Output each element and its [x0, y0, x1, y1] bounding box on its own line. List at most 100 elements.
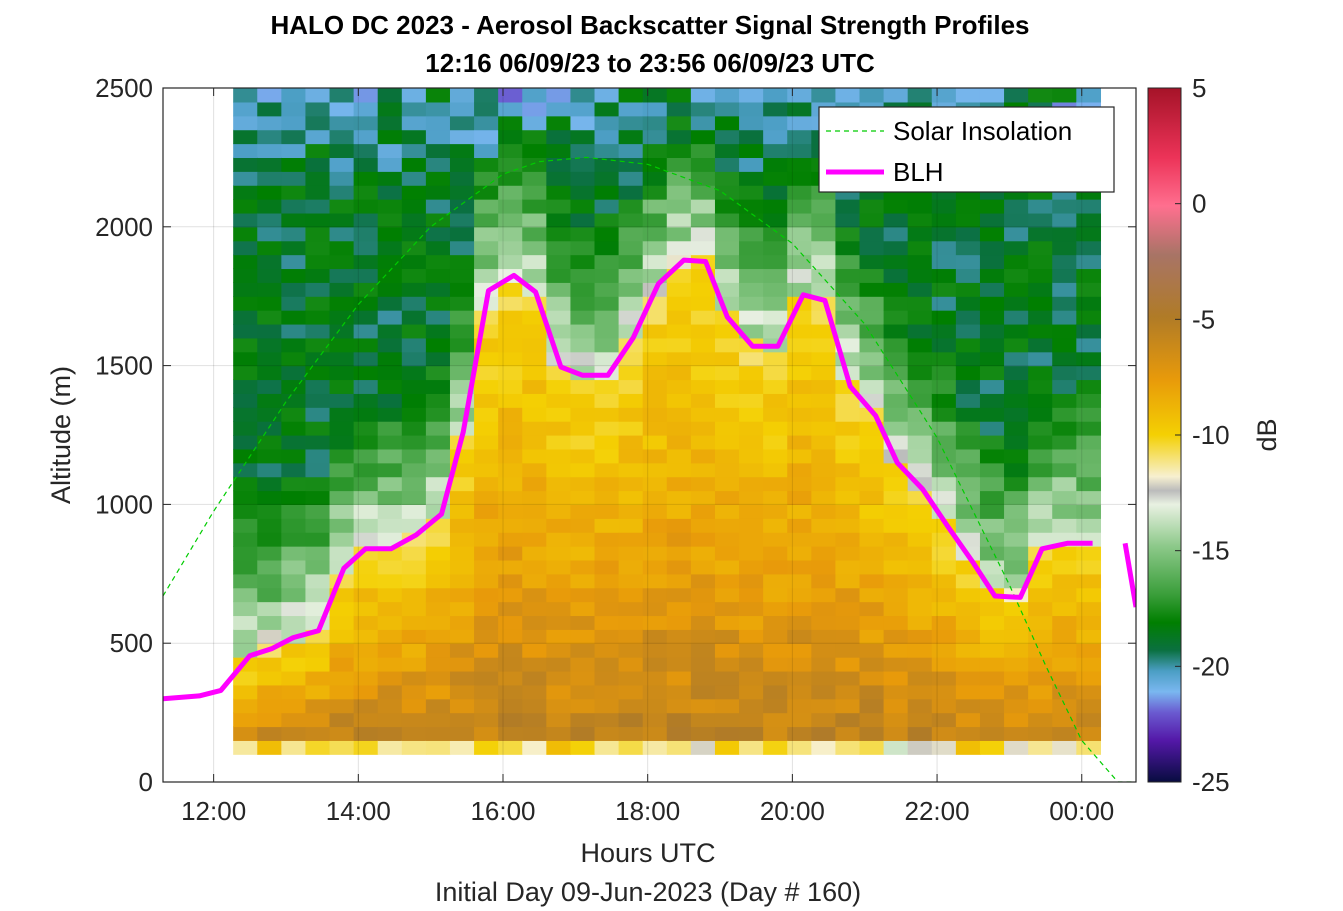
- heatmap-cell: [425, 712, 451, 728]
- heatmap-cell: [377, 698, 403, 714]
- heatmap-cell: [763, 726, 788, 741]
- heatmap-cell: [1028, 212, 1053, 228]
- heatmap-cell: [763, 129, 788, 145]
- heatmap-cell: [474, 601, 499, 617]
- heatmap-cell: [474, 393, 499, 408]
- heatmap-cell: [449, 88, 475, 103]
- heatmap-cell: [714, 157, 740, 172]
- heatmap-cell: [714, 435, 740, 450]
- heatmap-cell: [546, 129, 572, 145]
- heatmap-cell: [931, 337, 957, 353]
- heatmap-cell: [787, 476, 812, 492]
- heatmap-cell: [931, 559, 957, 575]
- heatmap-cell: [1028, 476, 1053, 492]
- heatmap-cell: [233, 504, 258, 519]
- heatmap-cell: [1076, 268, 1102, 283]
- heatmap-cell: [1028, 240, 1053, 256]
- heatmap-cell: [714, 615, 740, 630]
- heatmap-cell: [594, 518, 620, 533]
- heatmap-cell: [425, 143, 451, 158]
- heatmap-cell: [401, 532, 427, 547]
- heatmap-cell: [1028, 462, 1053, 478]
- heatmap-cell: [690, 684, 716, 700]
- heatmap-cell: [1052, 573, 1077, 589]
- heatmap-cell: [859, 518, 885, 533]
- heatmap-cell: [739, 365, 764, 381]
- heatmap-cell: [690, 226, 716, 242]
- heatmap-cell: [979, 629, 1005, 644]
- heatmap-cell: [739, 129, 764, 145]
- heatmap-cell: [570, 296, 596, 311]
- heatmap-cell: [498, 393, 523, 408]
- heatmap-cell: [329, 393, 355, 408]
- heatmap-cell: [353, 726, 379, 741]
- heatmap-cell: [690, 379, 716, 394]
- heatmap-cell: [449, 532, 475, 547]
- heatmap-cell: [305, 212, 331, 228]
- heatmap-cell: [425, 282, 451, 297]
- heatmap-cell: [522, 240, 547, 256]
- heatmap-cell: [666, 629, 692, 644]
- heatmap-cell: [305, 435, 331, 450]
- heatmap-cell: [594, 657, 620, 672]
- heatmap-cell: [522, 101, 547, 117]
- heatmap-cell: [401, 712, 427, 728]
- heatmap-cell: [763, 268, 788, 283]
- heatmap-cell: [835, 476, 861, 492]
- heatmap-cell: [1052, 504, 1077, 519]
- heatmap-cell: [522, 185, 547, 200]
- heatmap-cell: [498, 726, 523, 741]
- heatmap-cell: [883, 657, 909, 672]
- heatmap-cell: [474, 185, 499, 200]
- heatmap-cell: [449, 601, 475, 617]
- heatmap-cell: [281, 88, 307, 103]
- x-tick-label: 18:00: [615, 796, 680, 826]
- heatmap-cell: [377, 365, 403, 381]
- heatmap-cell: [474, 351, 499, 367]
- heatmap-cell: [907, 337, 933, 353]
- heatmap-cell: [739, 143, 764, 158]
- heatmap-cell: [859, 296, 885, 311]
- heatmap-cell: [498, 615, 523, 630]
- heatmap-cell: [835, 448, 861, 464]
- heatmap-cell: [907, 698, 933, 714]
- heatmap-cell: [642, 518, 668, 533]
- heatmap-cell: [449, 615, 475, 630]
- heatmap-cell: [811, 490, 837, 505]
- heatmap-cell: [425, 393, 451, 408]
- heatmap-cell: [233, 490, 258, 505]
- heatmap-cell: [907, 670, 933, 686]
- heatmap-cell: [1076, 573, 1102, 589]
- heatmap-cell: [377, 504, 403, 519]
- heatmap-cell: [570, 476, 596, 492]
- heatmap-cell: [546, 462, 572, 478]
- heatmap-cell: [233, 684, 258, 700]
- heatmap-cell: [401, 157, 427, 172]
- heatmap-cell: [449, 546, 475, 561]
- heatmap-cell: [883, 573, 909, 589]
- heatmap-cell: [377, 657, 403, 672]
- heatmap-cell: [907, 448, 933, 464]
- heatmap-cell: [377, 101, 403, 117]
- heatmap-cell: [787, 143, 812, 158]
- heatmap-cell: [401, 282, 427, 297]
- heatmap-cell: [739, 601, 764, 617]
- heatmap-cell: [955, 601, 981, 617]
- heatmap-cell: [353, 282, 379, 297]
- heatmap-cell: [811, 462, 837, 478]
- heatmap-cell: [979, 226, 1005, 242]
- heatmap-cell: [498, 740, 523, 755]
- heatmap-cell: [257, 476, 282, 492]
- heatmap-cell: [907, 379, 933, 394]
- heatmap-cell: [329, 601, 355, 617]
- heatmap-cell: [618, 351, 644, 367]
- heatmap-cell: [401, 101, 427, 117]
- heatmap-cell: [714, 532, 740, 547]
- heatmap-cell: [570, 393, 596, 408]
- heatmap-cell: [570, 504, 596, 519]
- heatmap-cell: [714, 421, 740, 436]
- heatmap-cell: [522, 115, 547, 131]
- heatmap-cell: [835, 684, 861, 700]
- heatmap-cell: [859, 268, 885, 283]
- heatmap-cell: [305, 393, 331, 408]
